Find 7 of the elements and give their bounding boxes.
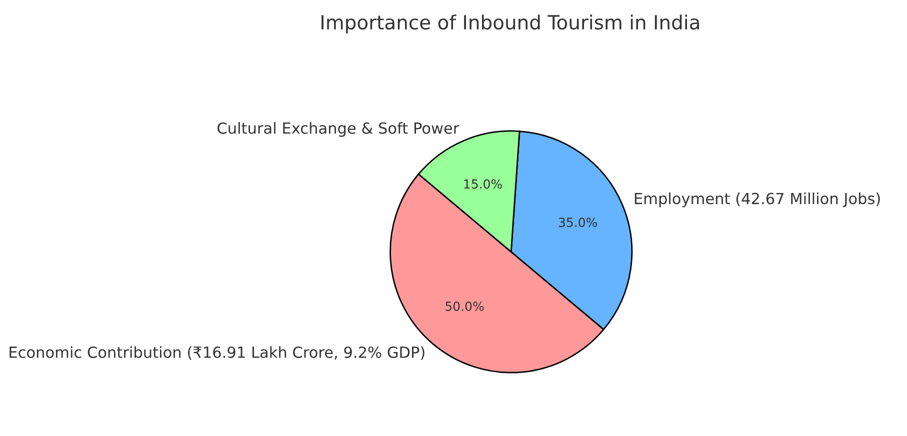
slice-label: Cultural Exchange & Soft Power — [218, 122, 460, 137]
data-label: 35.0% — [558, 218, 597, 228]
data-label: 15.0% — [464, 179, 502, 189]
slice-label: Economic Contribution (₹16.91 Lakh Crore, 9.2% GDP) — [10, 346, 424, 360]
data-label: 50.0% — [446, 301, 484, 311]
chart-title: Importance of Inbound Tourism in India — [322, 14, 699, 34]
slice-label: Employment (42.67 Million Jobs) — [634, 192, 880, 208]
